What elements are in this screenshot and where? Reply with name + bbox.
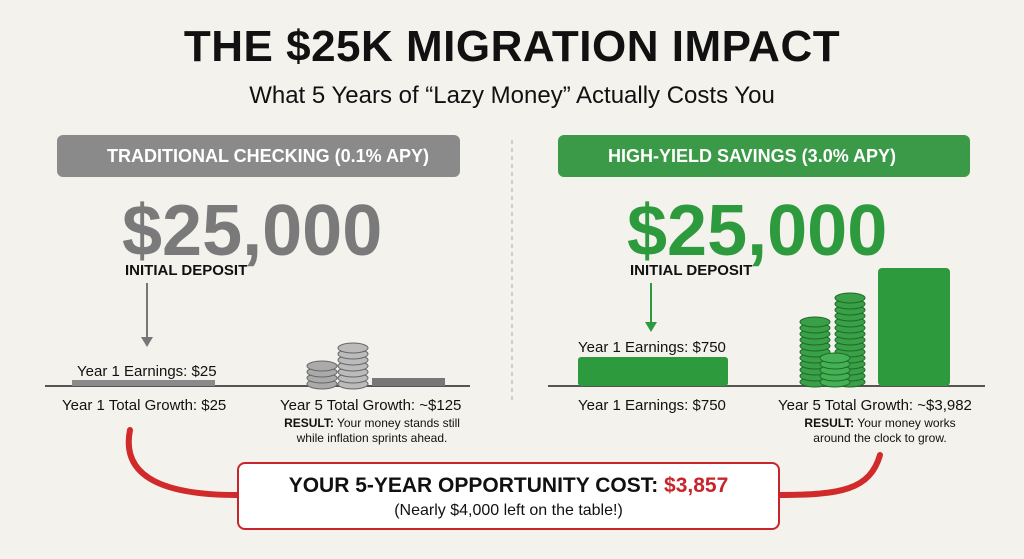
coin <box>799 316 831 328</box>
panel-header: HIGH-YIELD SAVINGS (3.0% APY) <box>558 135 970 177</box>
connector <box>125 427 240 498</box>
connector <box>777 452 883 498</box>
result: RESULT: Your money works around the cloc… <box>790 416 970 446</box>
callout-line: YOUR 5-YEAR OPPORTUNITY COST: $3,857 <box>239 474 778 498</box>
year5: Year 5 Total Growth: ~$125 <box>280 397 462 414</box>
arrow-head <box>141 337 153 347</box>
coin <box>337 342 369 354</box>
amount: $25,000 <box>627 191 888 271</box>
subtitle: What 5 Years of “Lazy Money” Actually Co… <box>249 82 775 109</box>
coin <box>819 352 851 364</box>
year1: Year 1 Earnings: $750 <box>578 397 726 414</box>
bar <box>372 378 445 386</box>
bar-label: Year 1 Earnings: $25 <box>77 363 217 380</box>
result: RESULT: Your money stands still while in… <box>272 416 472 446</box>
panel-header: TRADITIONAL CHECKING (0.1% APY) <box>57 135 460 177</box>
bar <box>878 268 950 386</box>
bar <box>578 357 728 386</box>
result-label: RESULT: <box>804 416 855 430</box>
result-text: Your money works around the clock to gro… <box>813 416 956 445</box>
year5: Year 5 Total Growth: ~$3,982 <box>778 397 972 414</box>
coin <box>834 292 866 304</box>
panel-label: HIGH-YIELD SAVINGS (3.0% APY) <box>608 146 897 166</box>
bar <box>72 380 215 386</box>
amount-caption: INITIAL DEPOSIT <box>630 262 753 279</box>
callout-note: (Nearly $4,000 left on the table!) <box>394 502 623 519</box>
callout: YOUR 5-YEAR OPPORTUNITY COST: $3,857 (Ne… <box>237 462 780 530</box>
result-label: RESULT: <box>284 416 334 430</box>
panel-label: TRADITIONAL CHECKING (0.1% APY) <box>107 146 430 166</box>
year1: Year 1 Total Growth: $25 <box>62 397 227 414</box>
callout-amount: $3,857 <box>664 474 729 497</box>
title: THE $25K MIGRATION IMPACT <box>183 22 841 71</box>
coins <box>306 342 369 390</box>
arrow-head <box>645 322 657 332</box>
result-text: Your money stands still while inflation … <box>296 416 460 445</box>
amount-caption: INITIAL DEPOSIT <box>125 262 248 279</box>
coins <box>799 292 866 388</box>
amount: $25,000 <box>122 191 383 271</box>
callout-text: YOUR 5-YEAR OPPORTUNITY COST: <box>288 474 659 497</box>
bar-label: Year 1 Earnings: $750 <box>578 339 726 356</box>
coin <box>306 360 338 372</box>
